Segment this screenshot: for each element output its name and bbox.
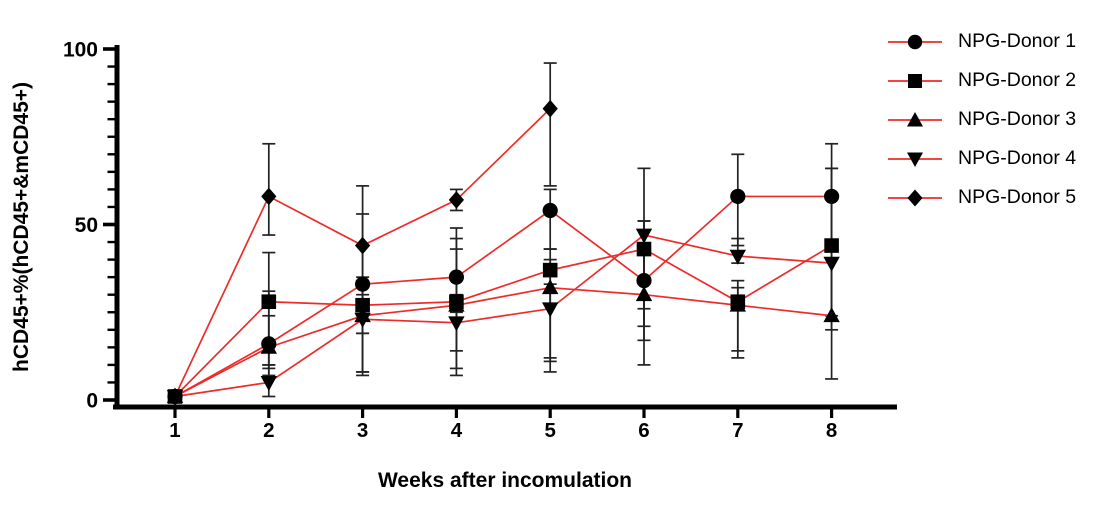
- marker-diamond: [261, 187, 277, 206]
- marker-square: [355, 297, 370, 313]
- marker-triangle-down: [260, 376, 277, 392]
- triangle-up-icon: [907, 111, 923, 126]
- marker-triangle-up: [542, 279, 559, 295]
- marker-triangle-down: [729, 249, 746, 265]
- marker-square: [730, 294, 746, 310]
- legend-marker-diamond-icon: [888, 189, 942, 206]
- legend-item-1: NPG-Donor 1: [884, 22, 1076, 61]
- chart-legend: NPG-Donor 1 NPG-Donor 2 NPG-Donor 3 NPG-Don…: [884, 22, 1076, 217]
- marker-square: [449, 294, 464, 310]
- x-axis-title: Weeks after incomulation: [378, 469, 632, 492]
- series-line: [174, 286, 832, 398]
- marker-triangle-down: [635, 228, 653, 244]
- marker-circle: [355, 276, 371, 292]
- x-tick-label: 6: [638, 419, 649, 442]
- x-tick-label: 4: [451, 419, 463, 442]
- marker-triangle-down: [448, 316, 465, 332]
- marker-diamond: [542, 99, 558, 118]
- marker-circle: [730, 188, 746, 205]
- triangle-down-icon: [907, 152, 923, 167]
- marker-square: [261, 294, 277, 310]
- legend-marker-square-icon: [888, 73, 942, 88]
- x-tick-label: 2: [263, 419, 274, 442]
- x-tick-label: 8: [826, 419, 837, 442]
- circle-icon: [907, 34, 923, 49]
- x-tick-label: 1: [169, 419, 180, 442]
- x-tick-label: 5: [544, 419, 555, 442]
- legend-marker-triangle-up-icon: [888, 111, 942, 126]
- x-tick-label: 7: [732, 419, 743, 442]
- legend-label: NPG-Donor 1: [958, 30, 1077, 52]
- marker-circle: [636, 273, 652, 289]
- legend-label: NPG-Donor 2: [958, 69, 1077, 91]
- marker-triangle-up: [354, 307, 371, 323]
- marker-triangle-up: [823, 307, 840, 323]
- legend-label: NPG-Donor 3: [958, 108, 1077, 130]
- legend-item-5: NPG-Donor 5: [884, 178, 1076, 217]
- legend-label: NPG-Donor 5: [958, 186, 1077, 208]
- legend-marker-circle-icon: [888, 34, 942, 49]
- plot-content: 0 50 100 1 2 3 4 5 6 7 8: [63, 39, 897, 442]
- y-tick-label: 0: [86, 390, 98, 413]
- marker-circle: [824, 188, 840, 205]
- marker-square: [824, 238, 839, 253]
- marker-triangle-down: [542, 302, 559, 318]
- legend-label: NPG-Donor 4: [958, 147, 1077, 169]
- marker-square: [542, 262, 558, 278]
- series-line: [174, 244, 833, 398]
- marker-circle: [167, 388, 183, 405]
- marker-circle: [261, 336, 277, 352]
- x-tick-label: 3: [357, 419, 368, 442]
- square-icon: [908, 73, 922, 88]
- marker-triangle-up: [635, 286, 653, 302]
- marker-circle: [448, 269, 464, 285]
- legend-item-2: NPG-Donor 2: [884, 61, 1076, 100]
- marker-diamond: [355, 236, 371, 255]
- marker-triangle-down: [823, 256, 840, 272]
- diamond-icon: [907, 189, 923, 206]
- marker-circle: [542, 202, 558, 219]
- legend-marker-triangle-down-icon: [888, 152, 942, 167]
- legend-item-3: NPG-Donor 3: [884, 100, 1076, 139]
- marker-square: [636, 241, 652, 257]
- series-line: [174, 195, 832, 398]
- y-tick-label: 100: [63, 39, 98, 62]
- marker-diamond: [448, 191, 464, 209]
- legend-item-4: NPG-Donor 4: [884, 139, 1076, 178]
- y-axis-title: hCD45+%(hCD45+&mCD45+): [10, 82, 33, 372]
- y-tick-label: 50: [75, 214, 98, 237]
- series-line: [174, 234, 832, 398]
